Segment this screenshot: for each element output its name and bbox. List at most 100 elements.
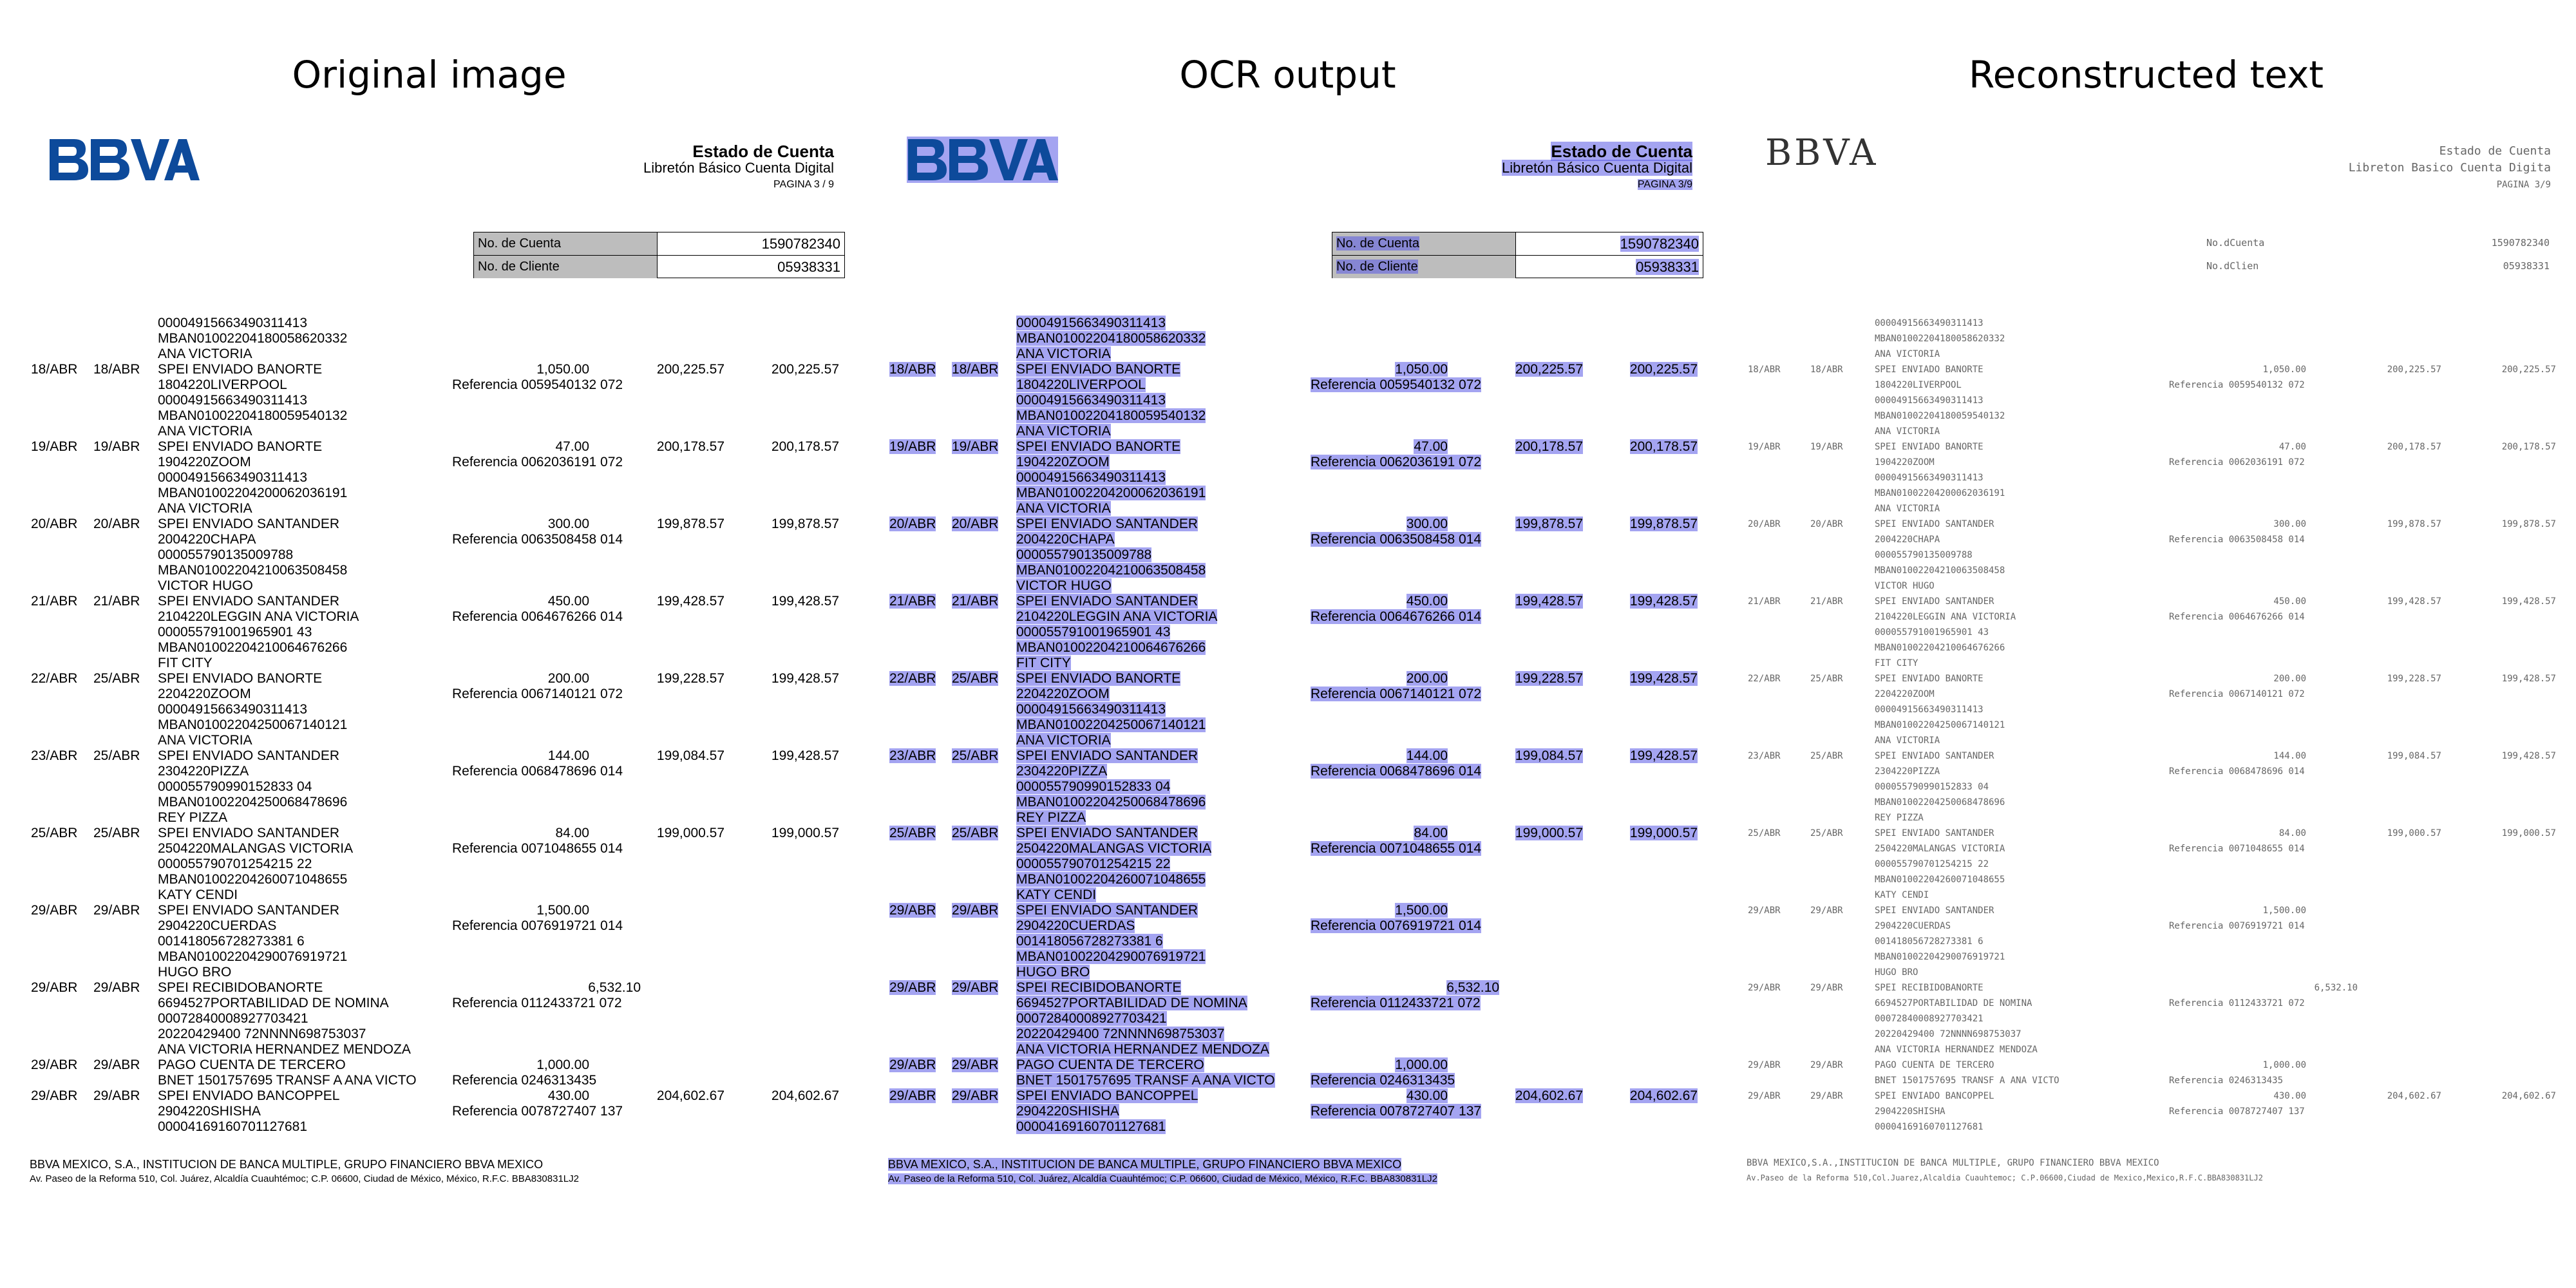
- settlement-date-text: 19/ABR: [1810, 442, 1843, 452]
- charge-amount: 1,000.00: [536, 1057, 589, 1073]
- movement-description: PAGO CUENTA DE TERCERO: [1875, 1057, 1994, 1073]
- operation-date-text: 29/ABR: [889, 1057, 936, 1072]
- settlement-balance: 204,602.67: [2502, 1088, 2556, 1104]
- movement-reference-text: Referencia 0076919721 014: [452, 918, 623, 933]
- movement-description-text: SPEI ENVIADO BANORTE: [1016, 671, 1181, 686]
- operation-date-text: 29/ABR: [889, 903, 936, 918]
- movement-description: KATY CENDI: [158, 887, 238, 903]
- movement-description: 00004169160701127681: [1016, 1119, 1166, 1135]
- movement-description-text: ANA VICTORIA: [158, 346, 252, 361]
- settlement-balance: 199,000.57: [772, 826, 839, 841]
- settlement-date-text: 29/ABR: [93, 980, 140, 995]
- movement-reference: Referencia 0076919721 014: [1311, 918, 1482, 934]
- movement-description: MBAN01002204250067140121: [1016, 717, 1206, 733]
- operation-date-text: 23/ABR: [1748, 751, 1781, 761]
- movement-description: FIT CITY: [158, 656, 213, 671]
- operation-date-text: 23/ABR: [889, 748, 936, 763]
- operation-balance-text: 199,084.57: [1515, 748, 1583, 763]
- operation-balance-text: 199,878.57: [2387, 519, 2441, 529]
- operation-date-text: 29/ABR: [31, 903, 78, 918]
- movement-reference: Referencia 0059540132 072: [452, 377, 623, 393]
- charge-amount-text: 144.00: [2273, 751, 2306, 761]
- settlement-balance: 199,878.57: [2502, 516, 2556, 532]
- movement-description-text: 00004169160701127681: [1875, 1122, 1984, 1132]
- operation-balance: 204,602.67: [657, 1088, 724, 1104]
- movement-description-text: ANA VICTORIA: [1875, 735, 1940, 746]
- movement-reference-text: Referencia 0063508458 014: [2169, 535, 2305, 545]
- operation-date: 19/ABR: [889, 439, 936, 455]
- movement-reference: Referencia 0078727407 137: [2169, 1104, 2305, 1119]
- page-number: PAGINA 3 / 9: [773, 179, 834, 190]
- charge-amount: 450.00: [2273, 594, 2306, 609]
- movement-description-text: 20220429400 72NNNN698753037: [158, 1027, 366, 1041]
- panel-title-reconstructed: Reconstructed text: [1968, 53, 2324, 97]
- client-value: 05938331: [1636, 259, 1699, 275]
- movement-description-text: MBAN01002204260071048655: [158, 872, 348, 887]
- movement-description: ANA VICTORIA: [1875, 501, 1940, 516]
- charge-amount-text: 430.00: [547, 1088, 589, 1103]
- movement-description-text: 1904220ZOOM: [1016, 455, 1110, 469]
- operation-date: 29/ABR: [31, 1088, 77, 1104]
- operation-date-text: 19/ABR: [31, 439, 78, 454]
- movement-reference: Referencia 0064676266 014: [2169, 609, 2305, 625]
- movement-description: ANA VICTORIA: [158, 346, 252, 362]
- movement-description-text: 2104220LEGGIN ANA VICTORIA: [1016, 609, 1218, 624]
- movement-description: 000055790135009788: [1016, 547, 1152, 563]
- operation-date-text: 19/ABR: [1748, 442, 1781, 452]
- movement-description: MBAN01002204180058620332: [1875, 331, 2005, 346]
- settlement-date: 20/ABR: [93, 516, 140, 532]
- movement-description: 001418056728273381 6: [1875, 934, 1984, 949]
- movements-list-ocr: 00004915663490311413 MBAN0100220418005862…: [858, 0, 1717, 1288]
- movement-description: SPEI ENVIADO SANTANDER: [1875, 516, 1994, 532]
- operation-balance-text: 199,228.57: [656, 671, 724, 686]
- movement-description: MBAN01002204210063508458: [1016, 563, 1206, 578]
- movement-description: 000055790701254215 22: [158, 857, 312, 872]
- movement-description: 2304220PIZZA: [158, 764, 249, 779]
- movement-description: SPEI RECIBIDOBANORTE: [158, 980, 323, 996]
- operation-balance-text: 204,602.67: [656, 1088, 724, 1103]
- movement-description: BNET 1501757695 TRANSF A ANA VICTO: [1016, 1073, 1275, 1088]
- settlement-date-text: 29/ABR: [1810, 1060, 1843, 1070]
- settlement-balance: 199,428.57: [772, 671, 839, 687]
- settlement-balance-text: 200,178.57: [771, 439, 839, 454]
- deposit-amount: 6,532.10: [588, 980, 641, 996]
- movement-description-text: MBAN01002204250067140121: [1016, 717, 1206, 732]
- movement-reference-text: Referencia 0071048655 014: [1311, 841, 1482, 856]
- movement-description-text: 000055790135009788: [158, 547, 294, 562]
- movement-description: SPEI ENVIADO SANTANDER: [1016, 903, 1198, 918]
- operation-date-text: 29/ABR: [1748, 905, 1781, 916]
- settlement-date: 25/ABR: [952, 671, 999, 687]
- movement-description: 2204220ZOOM: [158, 687, 251, 702]
- operation-date: 25/ABR: [31, 826, 77, 841]
- movement-description: 00004915663490311413: [1016, 316, 1166, 331]
- operation-date-text: 22/ABR: [1748, 674, 1781, 684]
- movement-description: ANA VICTORIA: [1016, 424, 1111, 439]
- settlement-balance-text: 199,428.57: [771, 594, 839, 609]
- movement-description-text: 000055791001965901 43: [1016, 625, 1171, 639]
- charge-amount-text: 430.00: [2273, 1091, 2306, 1101]
- movement-description-text: SPEI ENVIADO SANTANDER: [1875, 751, 1994, 761]
- settlement-date-text: 25/ABR: [952, 826, 999, 840]
- operation-date: 29/ABR: [889, 1088, 936, 1104]
- movement-description: BNET 1501757695 TRANSF A ANA VICTO: [158, 1073, 417, 1088]
- movement-description-text: SPEI ENVIADO SANTANDER: [1016, 594, 1198, 609]
- deposit-amount: 6,532.10: [1446, 980, 1499, 996]
- operation-date: 22/ABR: [889, 671, 936, 687]
- operation-date: 29/ABR: [1748, 1057, 1781, 1073]
- movement-reference: Referencia 0059540132 072: [2169, 377, 2305, 393]
- movement-description: HUGO BRO: [1875, 965, 1918, 980]
- bbva-logo: [48, 137, 200, 183]
- movement-description: SPEI ENVIADO SANTANDER: [158, 903, 339, 918]
- charge-amount: 300.00: [548, 516, 589, 532]
- bbva-logo-ocr: [907, 137, 1058, 183]
- movement-description-text: SPEI ENVIADO SANTANDER: [1016, 826, 1198, 840]
- operation-date-text: 25/ABR: [31, 826, 78, 840]
- movement-description-text: SPEI ENVIADO SANTANDER: [1016, 903, 1198, 918]
- movement-description: 1904220ZOOM: [1875, 455, 1935, 470]
- operation-balance-text: 200,178.57: [2387, 442, 2441, 452]
- settlement-date-text: 25/ABR: [93, 748, 140, 763]
- movement-description: SPEI ENVIADO SANTANDER: [158, 516, 339, 532]
- operation-date: 29/ABR: [1748, 980, 1781, 996]
- movement-description: MBAN01002204180058620332: [158, 331, 347, 346]
- movement-description-text: MBAN01002204260071048655: [1016, 872, 1206, 887]
